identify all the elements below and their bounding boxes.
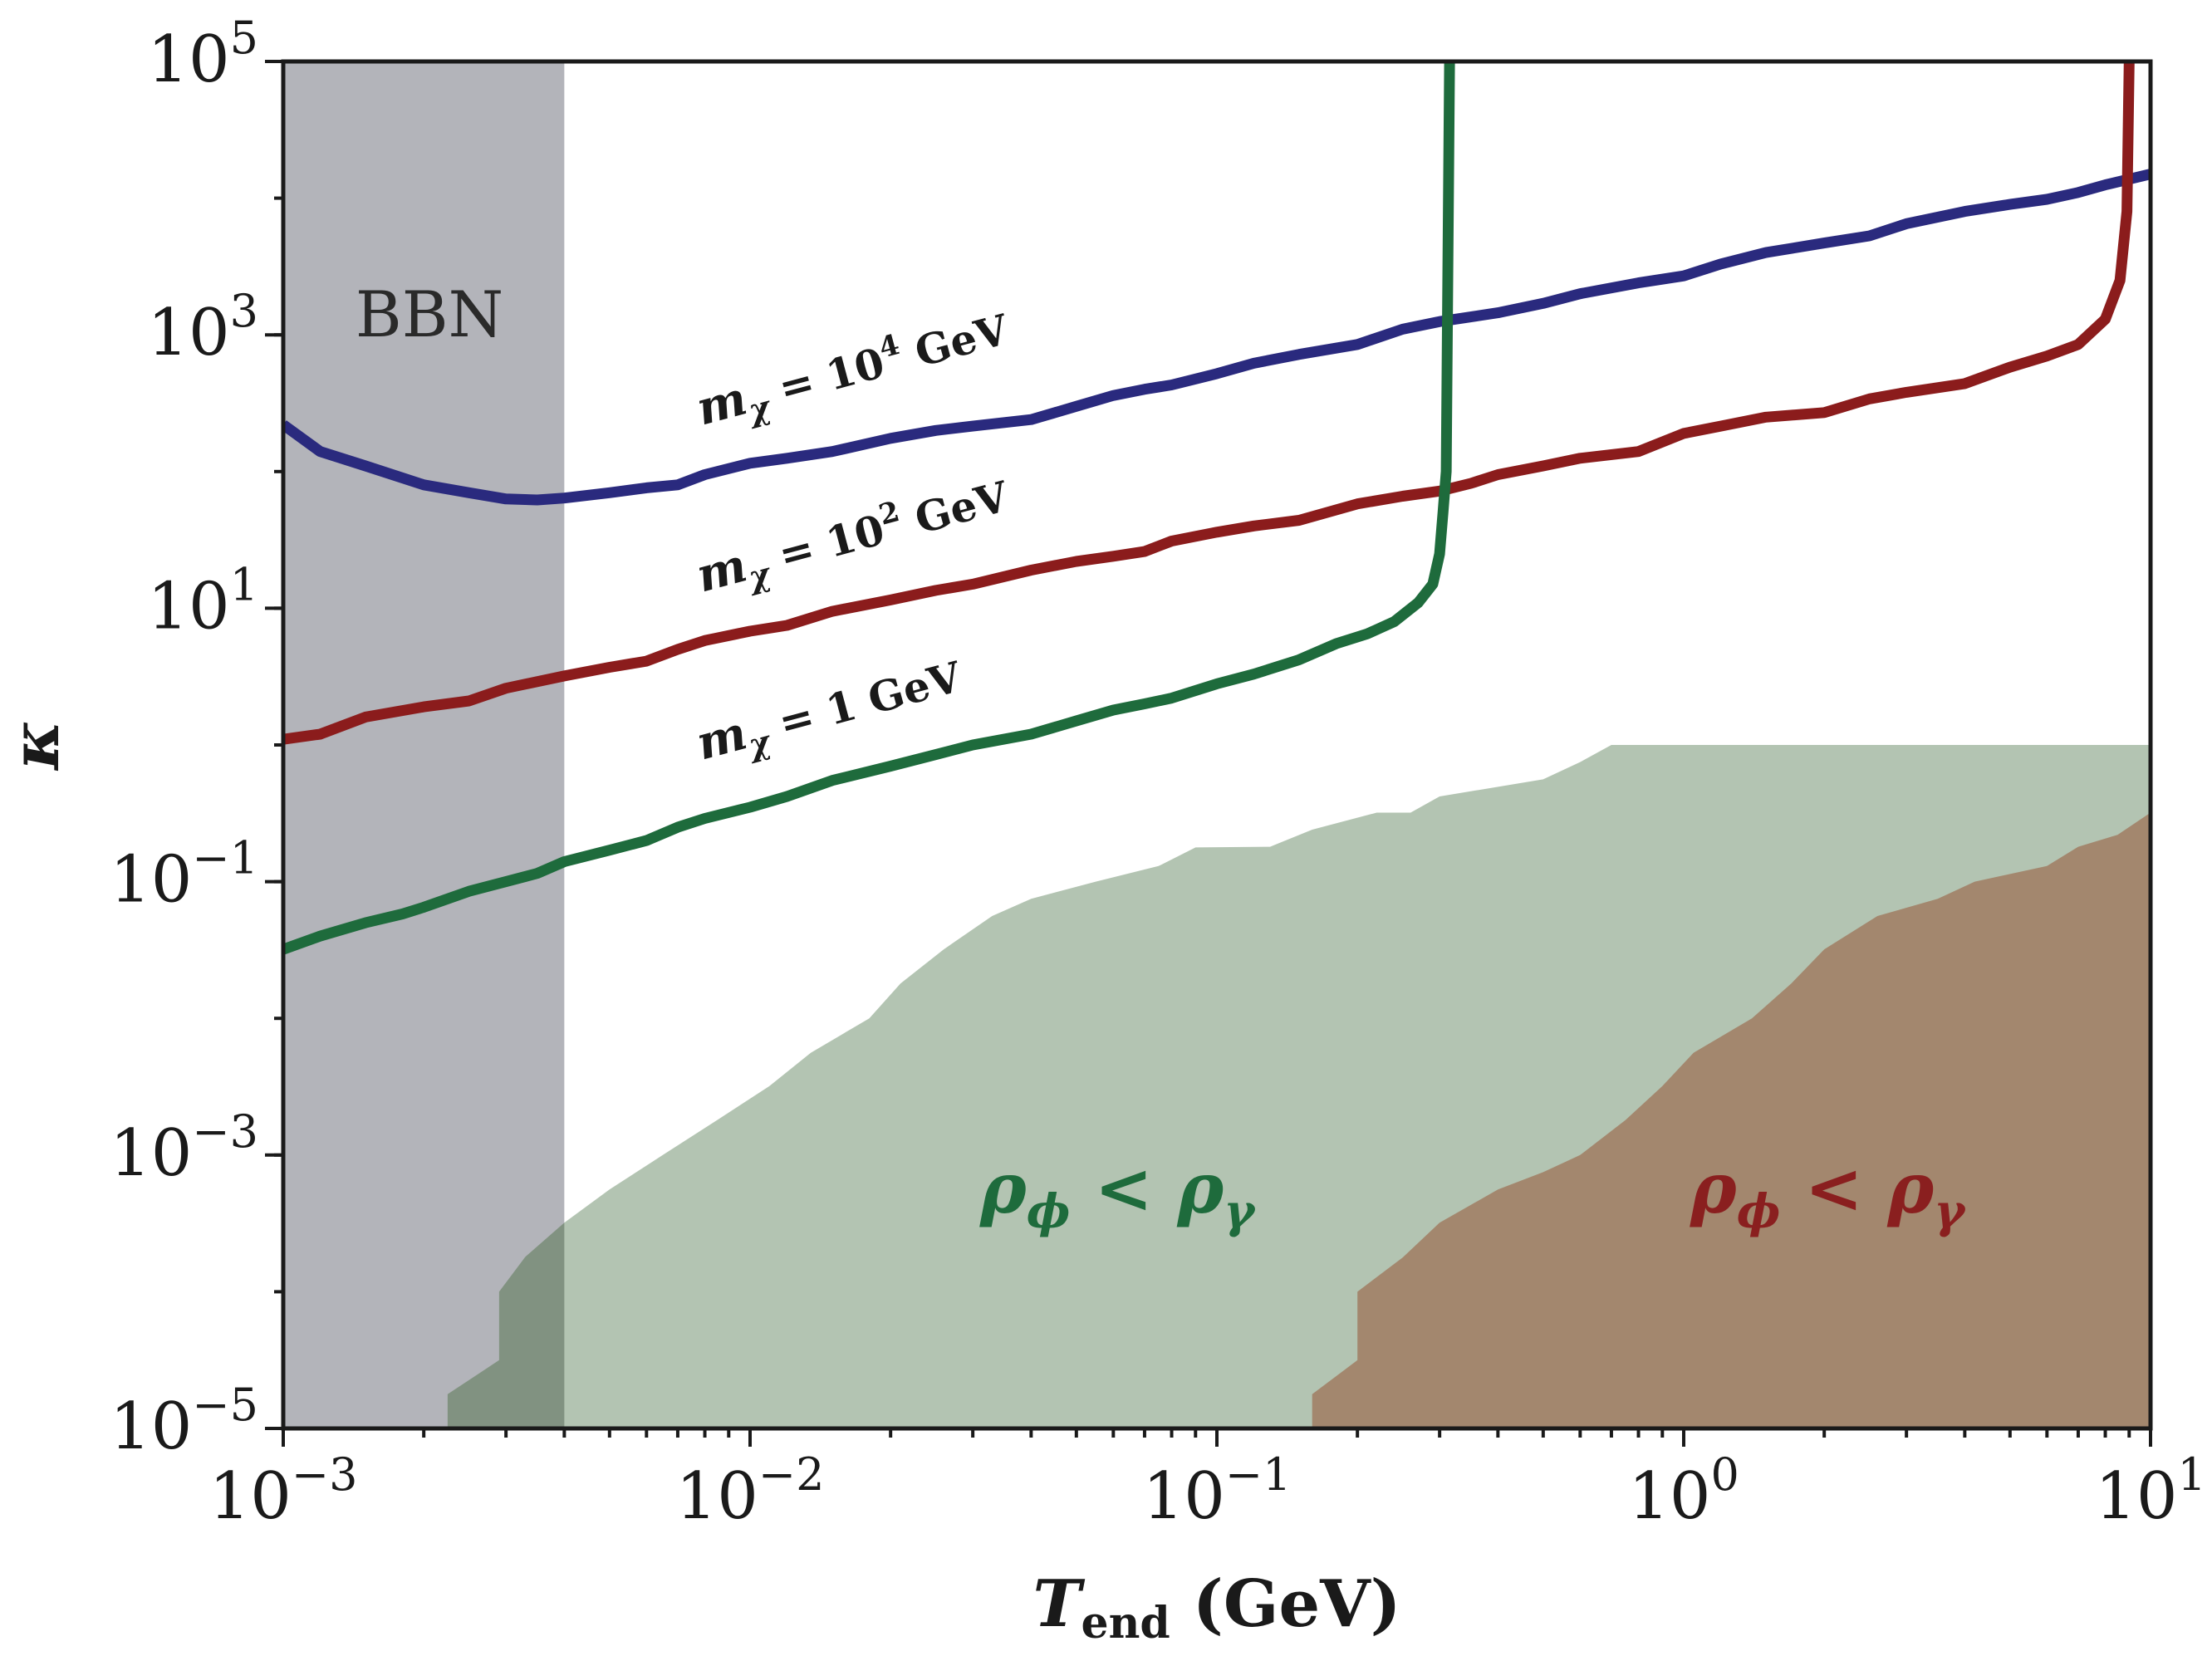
x-tick-label: 10−3 [209, 1448, 358, 1534]
bbn-band [283, 61, 565, 1428]
red-region-fill [1312, 812, 2151, 1428]
curve-label-0: mχ = 104 GeV [690, 300, 1016, 442]
x-tick-label: 101 [2095, 1448, 2206, 1534]
bbn-label: BBN [356, 277, 503, 351]
y-tick-label: 10−1 [110, 832, 258, 918]
x-tick-label: 10−2 [676, 1448, 825, 1534]
series-line-1 [283, 61, 2135, 745]
y-tick-label: 10−5 [110, 1379, 258, 1464]
region-label-0: ρϕ < ργ [979, 1147, 1257, 1239]
plot-area [283, 61, 2151, 1428]
bbn-overlap [447, 1222, 565, 1428]
x-tick-label: 100 [1628, 1448, 1739, 1534]
y-tick-label: 10−3 [110, 1105, 258, 1191]
x-tick-label: 10−1 [1143, 1448, 1292, 1534]
y-tick-label: 103 [147, 285, 258, 370]
series-line-2 [283, 61, 1455, 955]
y-axis-title: κ [0, 720, 74, 772]
series-layer [283, 61, 2151, 955]
y-tick-label: 105 [147, 12, 258, 97]
x-axis-title: Tend (GeV) [1032, 1566, 1400, 1649]
region-label-1: ρϕ < ργ [1690, 1147, 1967, 1239]
y-tick-label: 101 [147, 558, 258, 644]
series-line-0 [283, 169, 2151, 506]
